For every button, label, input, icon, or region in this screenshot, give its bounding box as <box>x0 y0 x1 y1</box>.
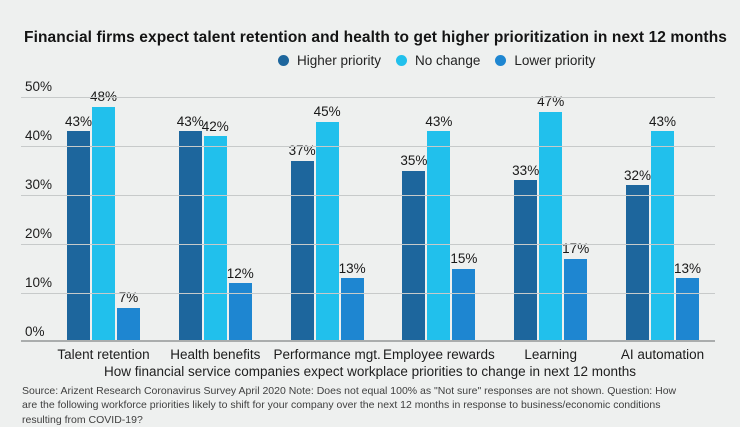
plot-area: 43% 48% 7% 43% 42% 12% 37% 45% 13% 35% 43% 15% 33% 47… <box>21 79 715 342</box>
legend-label: No change <box>415 52 481 68</box>
bar: 32% <box>624 169 651 342</box>
bar: 37% <box>289 144 316 342</box>
legend-item-2: Lower priority <box>495 53 595 68</box>
legend-item-1: No change <box>396 53 480 68</box>
gridline <box>21 97 715 98</box>
bar-value-label: 15% <box>450 251 478 266</box>
gridline <box>21 244 715 245</box>
y-tick-label: 50% <box>25 78 53 94</box>
x-category-label-text: Talent retention <box>57 347 150 362</box>
legend-label: Lower priority <box>514 52 596 68</box>
x-category-label-text: AI automation <box>620 347 705 362</box>
bar-value-label: 37% <box>288 143 316 159</box>
bar-value-label: 43% <box>425 113 453 129</box>
legend-item-0: Higher priority <box>278 53 381 68</box>
x-category-label: Learning <box>514 347 587 362</box>
y-tick-label: 30% <box>25 176 53 192</box>
y-tick-label: 10% <box>25 274 53 290</box>
bar-value-label: 33% <box>512 162 540 178</box>
bar-value-label: 35% <box>400 153 428 168</box>
legend-dot-icon <box>396 54 408 66</box>
bar: 43% <box>649 115 676 342</box>
bar-group-2: 37% 45% 13% <box>289 97 366 342</box>
bar: 47% <box>537 95 564 342</box>
x-axis-line <box>21 340 715 342</box>
bar-group-4: 33% 47% 17% <box>512 95 589 342</box>
gridline <box>21 195 715 196</box>
bar: 45% <box>314 105 341 342</box>
bar-group-0: 43% 48% 7% <box>65 90 140 342</box>
bar-value-label: 42% <box>201 118 229 134</box>
bar-value-label: 7% <box>118 290 139 306</box>
chart-title: Financial firms expect talent retention … <box>24 29 727 46</box>
bar: 43% <box>177 115 204 342</box>
x-category-label-text: Employee rewards <box>383 347 495 362</box>
x-category-label: Talent retention <box>57 347 149 362</box>
legend-dot-icon <box>495 54 507 66</box>
bar: 13% <box>674 262 701 342</box>
bar-value-label: 48% <box>89 89 118 105</box>
gridline <box>21 293 715 294</box>
bar-value-label: 12% <box>226 265 254 281</box>
x-category-label-text: Performance mgt. <box>273 347 381 362</box>
bar: 43% <box>65 115 92 342</box>
y-tick-label: 0% <box>25 323 45 339</box>
legend-label: Higher priority <box>297 52 382 68</box>
bar-value-label: 13% <box>673 260 701 276</box>
bar: 12% <box>227 267 254 342</box>
chart-page: { "title": "Financial firms expect talen… <box>21 29 727 426</box>
legend-dot-icon <box>278 54 289 66</box>
bar: 35% <box>400 154 427 342</box>
bar: 15% <box>450 252 477 342</box>
x-axis-labels: Talent retention Health benefits Performan… <box>57 347 704 362</box>
bar: 48% <box>90 90 117 342</box>
bar: 17% <box>562 242 589 342</box>
bar: 33% <box>512 164 539 342</box>
bar-group-5: 32% 43% 13% <box>624 97 701 342</box>
x-category-label-text: Health benefits <box>170 347 261 362</box>
bar: 43% <box>425 115 452 342</box>
y-tick-label: 20% <box>25 225 53 241</box>
bar-value-label: 45% <box>313 104 341 119</box>
bar-value-label: 47% <box>537 94 565 110</box>
bar-value-label: 17% <box>562 241 590 257</box>
x-category-label: Performance mgt. <box>273 347 380 362</box>
bar: 42% <box>202 120 229 342</box>
bar: 13% <box>339 262 366 342</box>
bar-value-label: 43% <box>64 113 93 129</box>
bar: 7% <box>117 291 140 342</box>
bar-value-label: 43% <box>176 113 204 129</box>
bar-value-label: 32% <box>623 167 651 183</box>
legend: Higher priority No change Lower priority <box>278 52 595 68</box>
source-note: Source: Arizent Research Coronavirus Sur… <box>22 385 677 426</box>
bar-value-label: 13% <box>338 260 366 276</box>
bar-value-label: 43% <box>648 113 676 129</box>
x-category-label: Employee rewards <box>383 347 495 362</box>
gridline <box>21 146 715 147</box>
bar-group-3: 35% 43% 15% <box>400 97 477 342</box>
bars-area: 43% 48% 7% 43% 42% 12% 37% 45% 13% 35% 43% 15% 33% 47… <box>65 90 701 342</box>
x-category-label: AI automation <box>621 347 704 362</box>
y-tick-label: 40% <box>25 127 53 143</box>
x-category-label: Health benefits <box>170 347 260 362</box>
bar-group-1: 43% 42% 12% <box>177 97 254 342</box>
x-category-label-text: Learning <box>524 347 577 362</box>
x-axis-title: How financial service companies expect w… <box>103 364 637 379</box>
